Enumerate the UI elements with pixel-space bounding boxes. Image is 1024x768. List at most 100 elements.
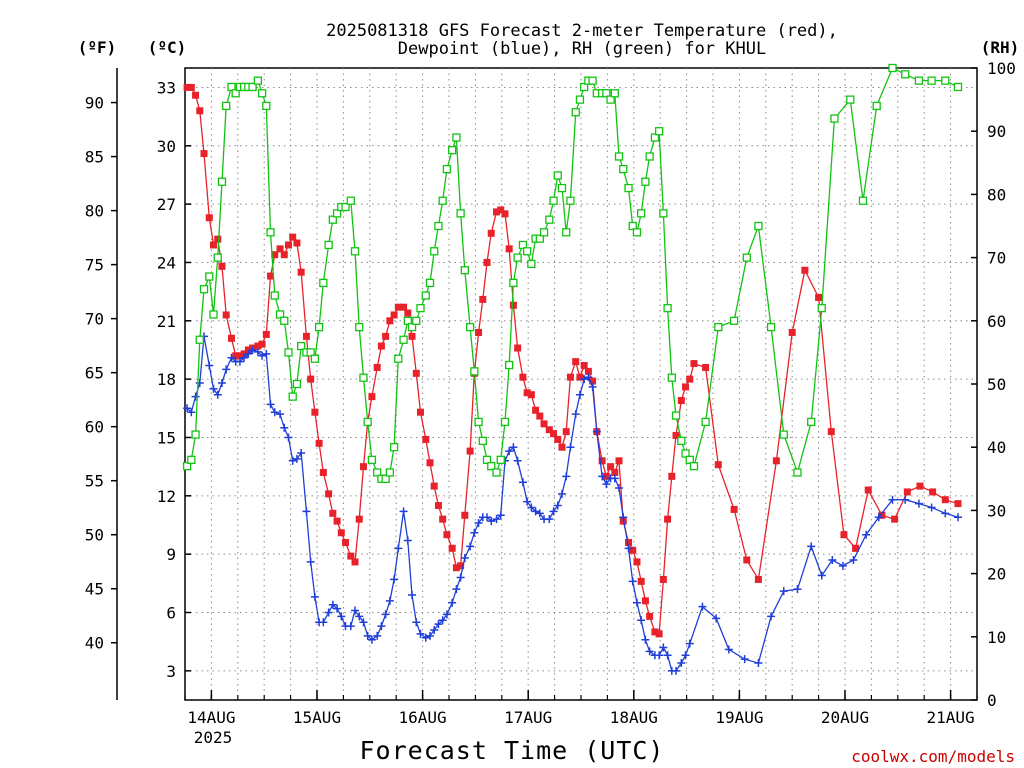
series-temperature-point [192, 91, 200, 99]
series-temperature-point [576, 373, 584, 381]
series-rh-point [412, 316, 421, 325]
series-temperature-point [954, 500, 962, 508]
series-dewpoint-point [724, 645, 733, 654]
series-temperature-point [566, 373, 574, 381]
series-temperature-point [801, 266, 809, 274]
series-rh-point [456, 209, 465, 218]
series-dewpoint-point [807, 542, 816, 551]
series-temperature-point [302, 332, 310, 340]
series-rh-point [671, 411, 681, 420]
series-temperature-point [497, 206, 505, 214]
series-dewpoint-point [324, 608, 333, 617]
x-tick-label: 16AUG [399, 708, 447, 727]
series-dewpoint-point [266, 400, 275, 409]
series-rh-point [438, 196, 447, 205]
fahrenheit-tick-label: 90 [85, 94, 104, 113]
series-dewpoint-point [862, 530, 871, 539]
series-dewpoint-point [270, 408, 279, 417]
series-temperature-point [501, 210, 509, 218]
series-rh-point [470, 367, 479, 376]
series-dewpoint-point [337, 612, 346, 621]
series-rh-point [487, 462, 496, 471]
series-dewpoint [183, 332, 962, 675]
series-dewpoint-point [390, 575, 399, 584]
series-rh-point [442, 164, 452, 174]
series-temperature-point [532, 406, 540, 414]
series-temperature-point [523, 389, 531, 397]
series-dewpoint-point [195, 379, 204, 388]
series-temperature-point [615, 457, 623, 465]
series-rh-point [927, 76, 936, 85]
series-dewpoint-point [258, 351, 267, 360]
series-rh-point [654, 127, 664, 136]
series-dewpoint-point [941, 509, 950, 518]
series-dewpoint-point [545, 515, 554, 524]
series-rh-point [448, 146, 457, 155]
series-temperature-point [400, 303, 408, 311]
series-dewpoint-point [685, 639, 694, 648]
series-rh-point [645, 152, 654, 161]
series-temperature-point [373, 363, 381, 371]
series-dewpoint-point [434, 620, 443, 629]
series-dewpoint-point [681, 651, 690, 660]
series-rh-point [588, 76, 597, 85]
series-temperature-point [772, 457, 780, 465]
series-rh-point [478, 436, 487, 446]
series-dewpoint-point [624, 544, 633, 553]
series-rh-point [742, 253, 751, 262]
series-dewpoint-point [492, 515, 501, 524]
series-rh-point [729, 316, 739, 325]
series-rh-point [385, 468, 395, 477]
series-dewpoint-point [367, 635, 376, 644]
series-temperature-point [743, 556, 751, 564]
series-temperature-point [852, 544, 860, 552]
series-dewpoint-point [470, 528, 479, 537]
series-rh-point [270, 291, 279, 300]
series-rh-point [474, 417, 483, 427]
series-temperature-point [686, 375, 694, 383]
series-dewpoint-point [874, 513, 883, 522]
series-dewpoint-point [828, 555, 837, 564]
series-temperature-point [916, 482, 924, 490]
series-temperature-point [714, 461, 722, 469]
series-rh-point [571, 108, 580, 117]
rh-tick-label: 80 [987, 185, 1006, 204]
rh-tick-label: 30 [987, 501, 1006, 520]
series-dewpoint-point [562, 472, 571, 481]
series-dewpoint-point [280, 423, 289, 432]
series-rh-point [213, 253, 222, 262]
series-dewpoint-point [487, 517, 496, 526]
series-dewpoint-point [637, 616, 646, 625]
series-temperature-point [183, 83, 191, 91]
series-temperature-point [329, 509, 337, 517]
series-dewpoint-point [466, 542, 475, 551]
series-temperature-point [929, 488, 937, 496]
x-axis-title: Forecast Time (UTC) [360, 736, 665, 765]
series-temperature-point [589, 377, 597, 385]
series-dewpoint-point [566, 443, 575, 452]
celsius-tick-label: 9 [166, 545, 176, 564]
series-temperature-point [196, 107, 204, 115]
series-dewpoint-point [346, 622, 355, 631]
series-dewpoint-point [817, 571, 826, 580]
series-rh-point [641, 177, 650, 186]
fahrenheit-tick-label: 75 [85, 256, 104, 275]
series-rh-point [297, 341, 306, 351]
series-rh-point [619, 164, 628, 174]
series-rh-point [284, 348, 293, 357]
fahrenheit-tick-label: 55 [85, 472, 104, 491]
fahrenheit-tick-label: 60 [85, 418, 104, 437]
series-temperature-point [214, 235, 222, 243]
series-temperature-point [439, 515, 447, 523]
series-temperature-point [475, 328, 483, 336]
series-temperature-point [558, 443, 566, 451]
series-rh-point [262, 101, 271, 111]
series-rh-point [195, 335, 204, 344]
series-dewpoint-point [373, 631, 382, 640]
series-rh-point [222, 101, 231, 111]
series-rh-point [817, 304, 826, 313]
celsius-tick-label: 6 [166, 603, 176, 622]
series-temperature-point [536, 412, 544, 420]
series-dewpoint-point [483, 513, 492, 522]
series-temperature-line [187, 86, 959, 635]
